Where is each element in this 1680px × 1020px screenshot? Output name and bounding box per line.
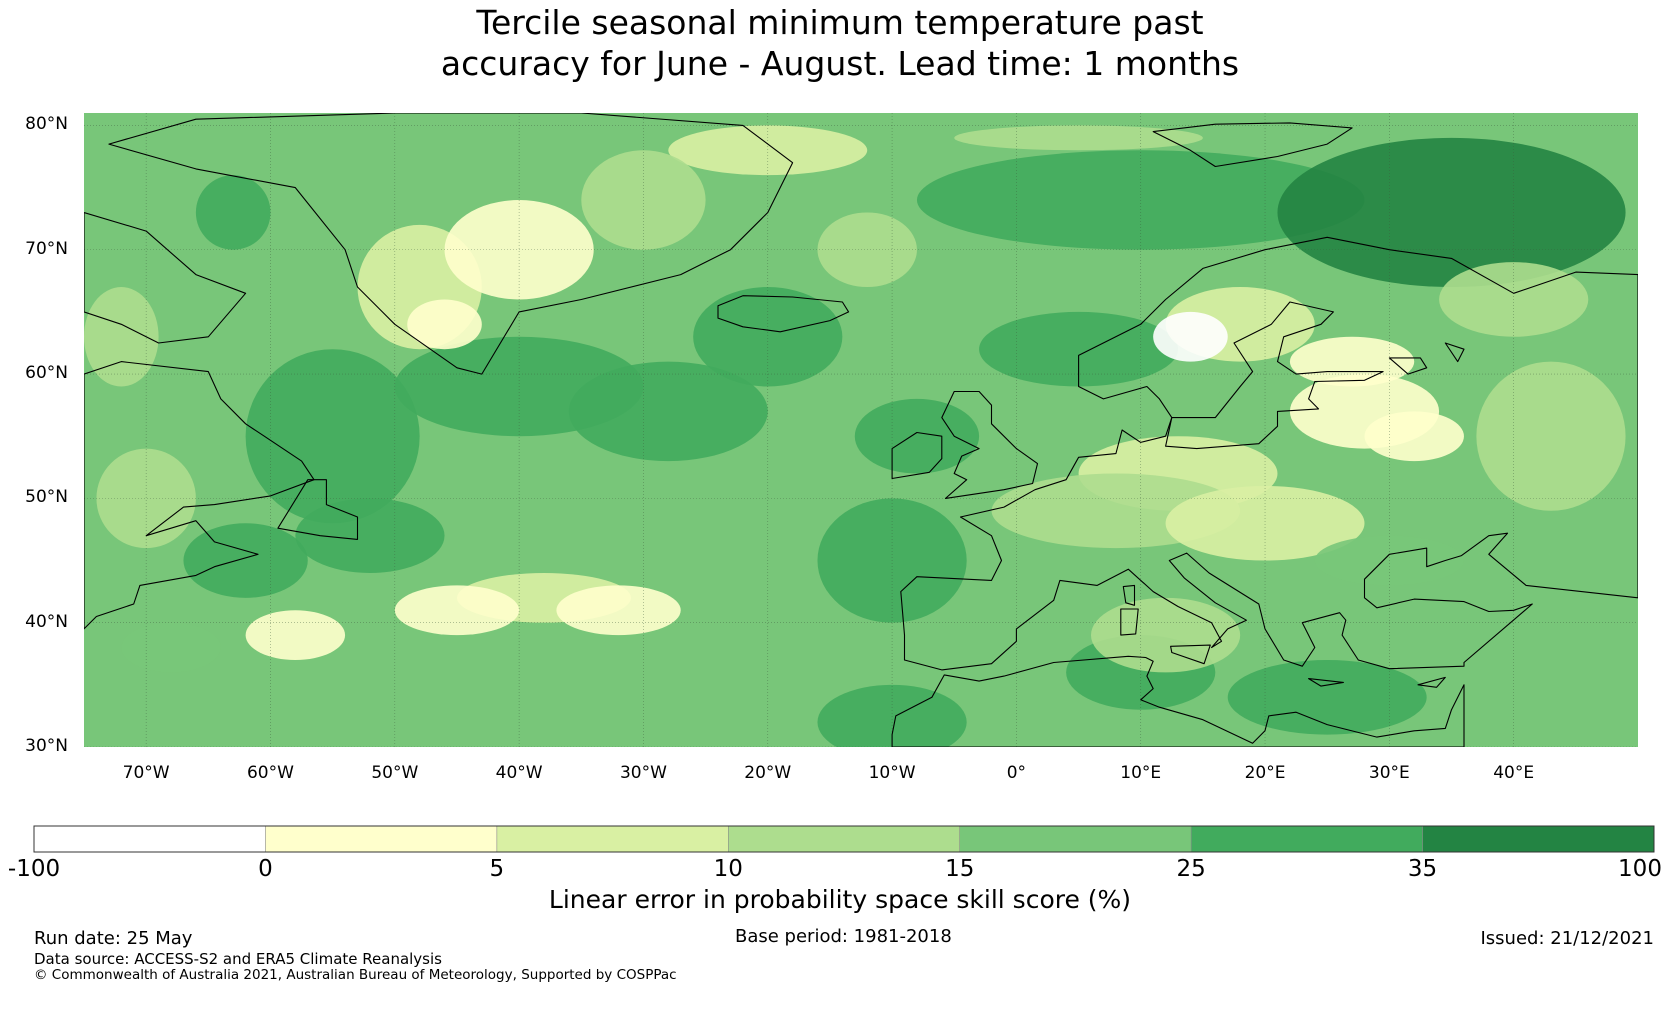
colorbar-bin-0-5 — [265, 826, 497, 852]
colorbar-tick-label: -100 — [7, 856, 61, 882]
lat-label: 60°N — [25, 363, 68, 384]
lat-label: 80°N — [25, 114, 68, 135]
colorbar-tick-label: 35 — [1407, 856, 1438, 882]
colorbar-tick-label: 15 — [945, 856, 975, 882]
colorbar-label: Linear error in probability space skill … — [548, 885, 1132, 914]
colorbar-bin--100-0 — [34, 826, 266, 852]
base-period: Base period: 1981-2018 — [735, 926, 952, 947]
colorbar-tick-label: 25 — [1176, 856, 1206, 882]
colorbar-bin-25-35 — [1191, 826, 1423, 852]
chart-title: Tercile seasonal minimum temperature pas… — [0, 2, 1680, 84]
title-line-2: accuracy for June - August. Lead time: 1… — [440, 44, 1240, 83]
colorbar-tick-label: 100 — [1618, 856, 1662, 882]
colorbar — [33, 825, 1655, 853]
lon-label: 30°E — [1368, 763, 1410, 783]
lon-label: 20°E — [1244, 763, 1286, 783]
lon-label: 60°W — [246, 763, 294, 783]
data-source: Data source: ACCESS-S2 and ERA5 Climate … — [34, 950, 442, 968]
run-date: Run date: 25 May — [34, 928, 193, 949]
lat-label: 70°N — [25, 238, 68, 259]
lon-label: 40°W — [495, 763, 543, 783]
colorbar-tick-label: 0 — [258, 856, 273, 882]
coastlines — [84, 113, 1638, 747]
lat-label: 30°N — [25, 736, 68, 756]
issued-date: Issued: 21/12/2021 — [1480, 928, 1654, 949]
colorbar-tick-label: 5 — [489, 856, 505, 882]
colorbar-bin-10-15 — [728, 826, 960, 852]
title-line-1: Tercile seasonal minimum temperature pas… — [476, 3, 1204, 42]
lon-label: 50°W — [371, 763, 419, 783]
colorbar-tick-label: 10 — [713, 856, 743, 882]
lon-label: 10°W — [868, 763, 916, 783]
copyright: © Commonwealth of Australia 2021, Austra… — [34, 967, 677, 983]
lon-label: 70°W — [122, 763, 170, 783]
lon-label: 0° — [1006, 763, 1027, 783]
map-field — [84, 113, 1638, 747]
colorbar-bin-5-10 — [496, 826, 729, 852]
colorbar-bin-35-100 — [1422, 826, 1654, 852]
colorbar-bin-15-25 — [959, 826, 1192, 852]
lon-label: 10°E — [1120, 763, 1162, 783]
lon-label: 20°W — [744, 763, 792, 783]
lat-label: 40°N — [25, 611, 68, 632]
map-gridlines — [84, 113, 1638, 747]
lat-label: 50°N — [25, 487, 68, 508]
lon-label: 40°E — [1493, 763, 1535, 783]
lon-label: 30°W — [619, 763, 667, 783]
